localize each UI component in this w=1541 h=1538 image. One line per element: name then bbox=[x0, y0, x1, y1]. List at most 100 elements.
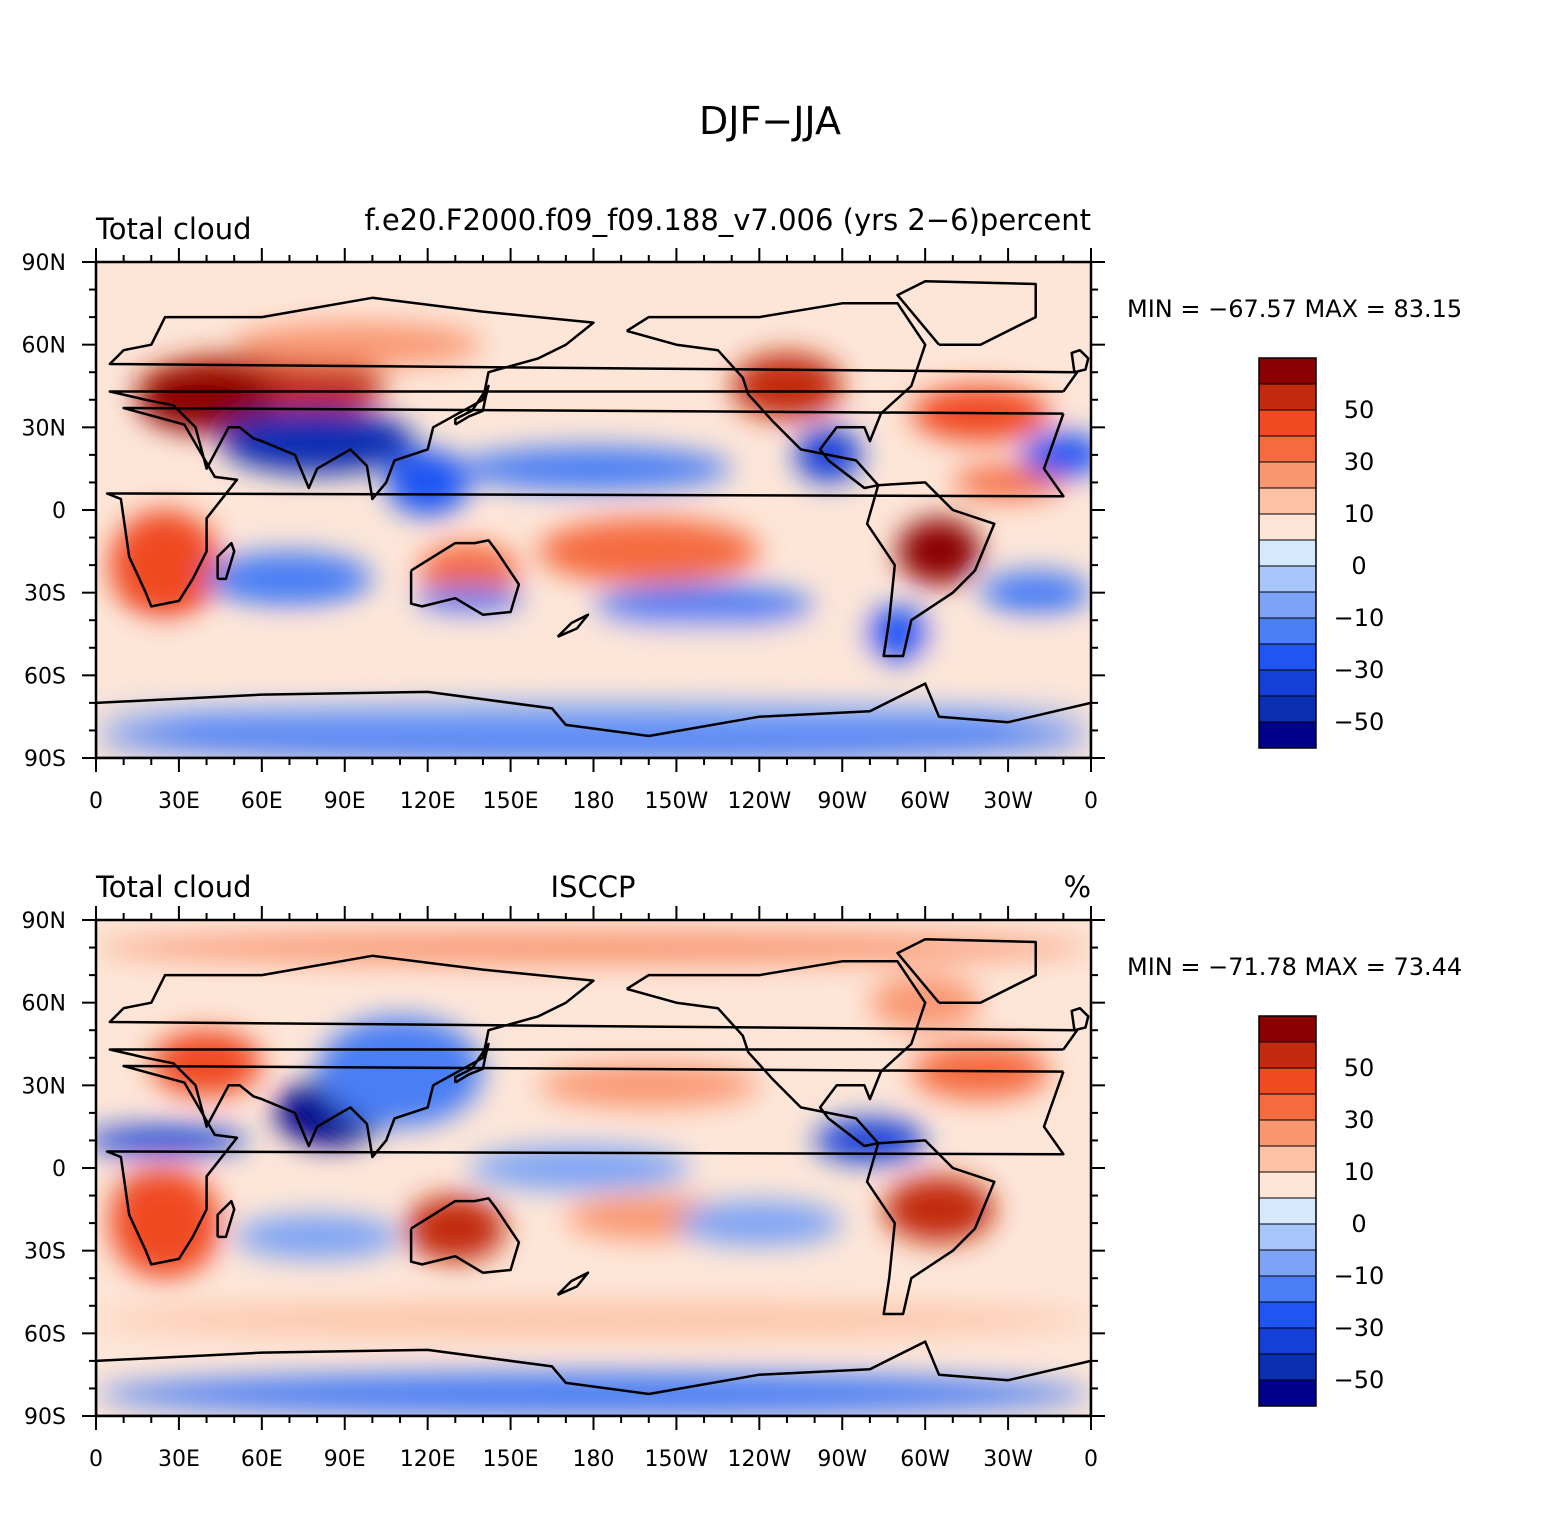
panel-1-title-center: f.e20.F2000.f09_f09.188_v7.006 (yrs 2−6)… bbox=[365, 203, 1092, 237]
x-tick-label: 30E bbox=[158, 1447, 200, 1472]
field-patch bbox=[469, 1145, 691, 1191]
coastline-3 bbox=[896, 938, 1037, 1004]
panel-2-min-max-label: MIN = −71.78 MAX = 73.44 bbox=[1127, 953, 1462, 981]
field-anomalies bbox=[96, 931, 1091, 1416]
colorbar-label: −10 bbox=[1334, 1262, 1385, 1290]
colorbar-box bbox=[1258, 565, 1317, 593]
colorbar-box bbox=[1258, 1197, 1317, 1225]
field-patch bbox=[897, 518, 981, 585]
colorbar-label: 0 bbox=[1351, 552, 1366, 580]
colorbar-box bbox=[1258, 435, 1317, 463]
coastline-8 bbox=[454, 1042, 490, 1084]
colorbar-label: 30 bbox=[1344, 1106, 1375, 1134]
x-tick-label: 60E bbox=[241, 789, 283, 814]
field-patch bbox=[538, 1063, 760, 1108]
y-tick-label: 60S bbox=[24, 664, 66, 689]
x-tick-label: 30E bbox=[158, 789, 200, 814]
coastline-6 bbox=[96, 682, 1091, 758]
colorbar-label: −50 bbox=[1334, 1366, 1385, 1394]
x-tick-label: 90E bbox=[324, 789, 366, 814]
coastline-9 bbox=[556, 1271, 590, 1296]
field-anomalies bbox=[96, 322, 1091, 758]
field-patch bbox=[96, 1126, 248, 1155]
y-tick-label: 60N bbox=[22, 334, 66, 359]
field-patch bbox=[952, 465, 1064, 499]
colorbar-label: 50 bbox=[1344, 396, 1375, 424]
x-tick-label: 150E bbox=[483, 789, 539, 814]
x-tick-label: 120W bbox=[727, 1447, 791, 1472]
x-tick-label: 120W bbox=[727, 789, 791, 814]
field-patch bbox=[980, 570, 1091, 615]
colorbar-box bbox=[1258, 383, 1317, 411]
colorbar-box bbox=[1258, 591, 1317, 619]
y-tick-label: 90N bbox=[22, 251, 66, 276]
field-patch bbox=[864, 606, 931, 662]
colorbar-box bbox=[1258, 1379, 1317, 1407]
field-patch bbox=[413, 587, 525, 615]
coastline-5 bbox=[409, 1197, 521, 1274]
colorbar-box bbox=[1258, 1171, 1317, 1199]
colorbar-box bbox=[1258, 1119, 1317, 1147]
field-patch bbox=[676, 1201, 843, 1246]
field-patch bbox=[109, 1168, 221, 1279]
y-tick-label: 30N bbox=[22, 1074, 66, 1099]
coastline-10 bbox=[1070, 1006, 1090, 1032]
field-patch bbox=[731, 352, 843, 420]
x-tick-label: 90W bbox=[817, 1447, 867, 1472]
colorbar-box bbox=[1258, 1249, 1317, 1277]
x-tick-label: 150E bbox=[483, 1447, 539, 1472]
coastline-2 bbox=[626, 960, 927, 1148]
x-tick-label: 150W bbox=[645, 1447, 709, 1472]
coastline-2 bbox=[626, 302, 927, 490]
x-tick-label: 60W bbox=[900, 1447, 950, 1472]
field-patch bbox=[386, 449, 470, 516]
panel-1-title-left: Total cloud bbox=[95, 212, 251, 246]
colorbar-box bbox=[1258, 1067, 1317, 1095]
field-patch bbox=[405, 1195, 506, 1262]
colorbar-box bbox=[1258, 1015, 1317, 1043]
y-tick-label: 0 bbox=[52, 1157, 66, 1182]
colorbar-label: 10 bbox=[1344, 500, 1375, 528]
panel-1-y-axis: 90N 60N 30N 0 30S 60S 90S bbox=[22, 251, 1105, 772]
coastline-1 bbox=[108, 296, 1079, 501]
colorbar-box bbox=[1258, 409, 1317, 437]
panel-1-coastlines bbox=[96, 280, 1091, 758]
y-tick-label: 60S bbox=[24, 1322, 66, 1347]
field-patch bbox=[96, 1371, 1091, 1416]
colorbar-box bbox=[1258, 357, 1317, 385]
field-patch bbox=[96, 931, 1091, 965]
colorbar-label: 50 bbox=[1344, 1054, 1375, 1082]
field-patch bbox=[1021, 432, 1091, 477]
colorbar-label: 10 bbox=[1344, 1158, 1375, 1186]
field-patch bbox=[96, 625, 1091, 659]
panel-2-x-axis: 0 30E 60E 90E 120E 150E 180 150W 120W 90W 60W 30W 0 bbox=[89, 906, 1098, 1472]
x-tick-label: 0 bbox=[1084, 1447, 1098, 1472]
field-patch bbox=[96, 1303, 1091, 1337]
panel-1-min-max-label: MIN = −67.57 MAX = 83.15 bbox=[1127, 295, 1462, 323]
field-patch bbox=[220, 408, 414, 475]
panel-2: Total cloud ISCCP % 0 30E 60E 90E 120E 150E 18… bbox=[22, 870, 1463, 1472]
coastline-4 bbox=[865, 481, 996, 658]
field-patch bbox=[206, 551, 373, 607]
panel-1-colorbar: 50 30 10 0 −10 −30 −50 bbox=[1258, 357, 1385, 749]
coastline-6 bbox=[96, 1340, 1091, 1416]
colorbar-box bbox=[1258, 643, 1317, 671]
colorbar-box bbox=[1258, 1223, 1317, 1251]
colorbar-box bbox=[1258, 1041, 1317, 1069]
colorbar-label: −30 bbox=[1334, 656, 1385, 684]
coastline-7 bbox=[216, 1199, 236, 1239]
field-patch bbox=[455, 446, 732, 491]
y-tick-label: 30N bbox=[22, 416, 66, 441]
colorbar-box bbox=[1258, 487, 1317, 515]
colorbar-box bbox=[1258, 461, 1317, 489]
coastline-8 bbox=[454, 384, 490, 426]
colorbar-label: −10 bbox=[1334, 604, 1385, 632]
colorbar-box bbox=[1258, 539, 1317, 567]
y-tick-label: 60N bbox=[22, 992, 66, 1017]
coastline-4 bbox=[865, 1139, 996, 1316]
y-tick-label: 90S bbox=[24, 747, 66, 772]
field-patch bbox=[883, 1176, 995, 1243]
figure-title: DJF−JJA bbox=[699, 99, 841, 143]
y-tick-label: 30S bbox=[24, 1240, 66, 1265]
colorbar-box bbox=[1258, 617, 1317, 645]
